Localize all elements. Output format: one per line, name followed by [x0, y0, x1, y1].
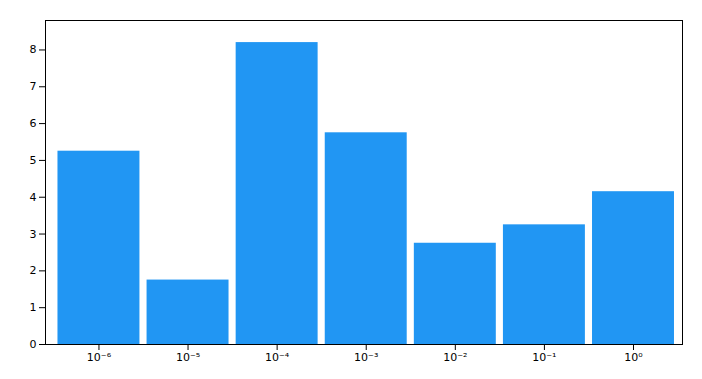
svg-text:5: 5: [30, 154, 37, 167]
svg-text:8: 8: [30, 43, 37, 56]
svg-text:10⁻⁵: 10⁻⁵: [176, 351, 200, 364]
svg-text:1: 1: [30, 301, 37, 314]
svg-text:0: 0: [30, 338, 37, 351]
svg-text:10⁻¹: 10⁻¹: [532, 351, 556, 364]
svg-text:10⁻⁴: 10⁻⁴: [265, 351, 290, 364]
svg-text:6: 6: [30, 117, 37, 130]
svg-text:10⁻²: 10⁻²: [443, 351, 467, 364]
svg-text:10⁰: 10⁰: [624, 351, 643, 364]
svg-text:10⁻⁶: 10⁻⁶: [87, 351, 112, 364]
svg-text:7: 7: [30, 80, 37, 93]
svg-text:2: 2: [30, 264, 37, 277]
svg-text:10⁻³: 10⁻³: [354, 351, 378, 364]
svg-text:3: 3: [30, 228, 37, 241]
svg-text:4: 4: [30, 191, 37, 204]
